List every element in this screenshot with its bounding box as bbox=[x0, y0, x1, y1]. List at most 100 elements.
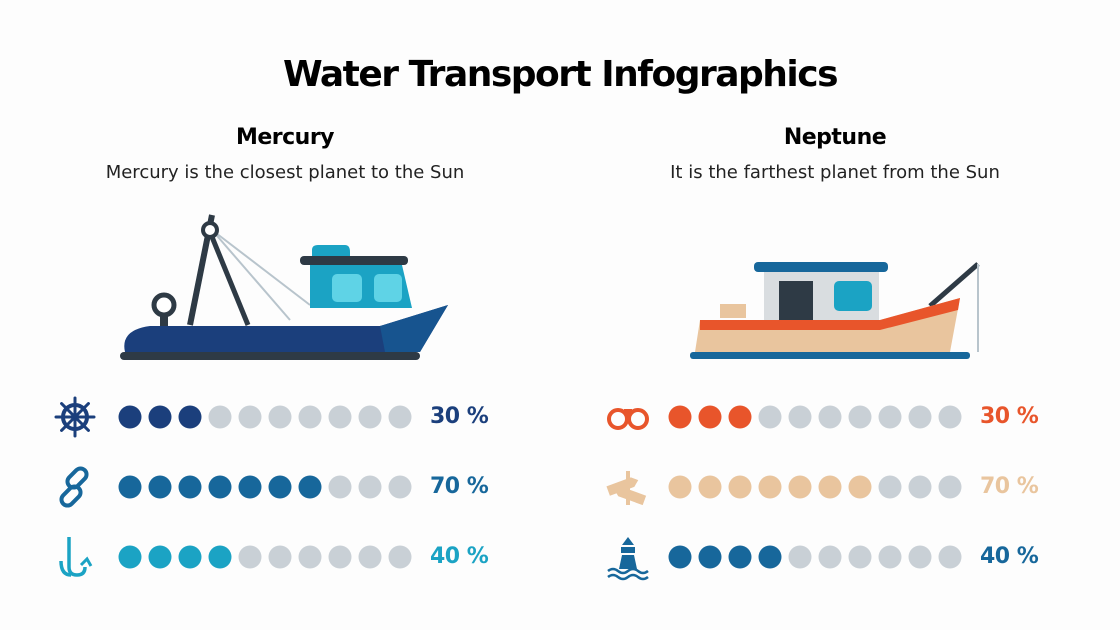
dot bbox=[358, 475, 382, 499]
panel-text: Mercury is the closest planet to the Sun bbox=[106, 162, 465, 183]
dot bbox=[758, 405, 782, 429]
dot bbox=[328, 475, 352, 499]
percent-label: 30 % bbox=[430, 404, 489, 429]
dot bbox=[238, 405, 262, 429]
dot bbox=[178, 405, 202, 429]
dot bbox=[938, 545, 962, 569]
shape bbox=[60, 402, 77, 419]
dot bbox=[268, 405, 292, 429]
dot bbox=[908, 475, 932, 499]
percent-label: 30 % bbox=[980, 404, 1039, 429]
dot bbox=[148, 405, 172, 429]
dot bbox=[878, 545, 902, 569]
dot bbox=[698, 405, 722, 429]
panel-text: It is the farthest planet from the Sun bbox=[670, 162, 1000, 183]
shape bbox=[59, 537, 87, 577]
dot bbox=[938, 405, 962, 429]
row-icon bbox=[607, 537, 649, 581]
dot bbox=[358, 405, 382, 429]
dot bbox=[878, 405, 902, 429]
dot bbox=[238, 475, 262, 499]
dot bbox=[818, 405, 842, 429]
dot bbox=[118, 475, 142, 499]
dot bbox=[328, 545, 352, 569]
dot bbox=[848, 405, 872, 429]
dot bbox=[788, 405, 812, 429]
row-icon bbox=[607, 408, 649, 430]
row-icon bbox=[606, 471, 647, 506]
panel-title: Neptune bbox=[784, 125, 886, 150]
shape bbox=[60, 415, 77, 432]
dot bbox=[298, 405, 322, 429]
percent-label: 40 % bbox=[430, 544, 489, 569]
dot bbox=[848, 545, 872, 569]
dot bbox=[118, 545, 142, 569]
dot bbox=[758, 475, 782, 499]
dot bbox=[238, 545, 262, 569]
dot bbox=[908, 405, 932, 429]
shape bbox=[73, 415, 90, 432]
dot bbox=[208, 545, 232, 569]
dot bbox=[298, 545, 322, 569]
dot bbox=[178, 475, 202, 499]
dot bbox=[148, 545, 172, 569]
shape bbox=[619, 537, 637, 569]
dot bbox=[118, 405, 142, 429]
percent-label: 70 % bbox=[430, 474, 489, 499]
shape bbox=[79, 556, 93, 567]
rating-dots bbox=[668, 475, 962, 499]
rating-dots bbox=[668, 405, 962, 429]
dot bbox=[178, 545, 202, 569]
dot bbox=[328, 405, 352, 429]
dot bbox=[268, 475, 292, 499]
row-icon bbox=[54, 396, 96, 438]
dot bbox=[848, 475, 872, 499]
dot bbox=[728, 405, 752, 429]
dot bbox=[208, 475, 232, 499]
dot bbox=[938, 475, 962, 499]
rating-dots bbox=[118, 405, 412, 429]
dot bbox=[268, 545, 292, 569]
dot bbox=[878, 475, 902, 499]
dot bbox=[358, 545, 382, 569]
dot bbox=[208, 405, 232, 429]
shape bbox=[606, 477, 639, 496]
shape bbox=[614, 486, 647, 506]
rating-dots bbox=[668, 545, 962, 569]
dot bbox=[728, 475, 752, 499]
dot bbox=[788, 545, 812, 569]
shape bbox=[627, 408, 649, 430]
percent-label: 70 % bbox=[980, 474, 1039, 499]
panel-title: Mercury bbox=[236, 125, 334, 150]
dot bbox=[298, 475, 322, 499]
dot bbox=[668, 405, 692, 429]
shape bbox=[607, 567, 649, 581]
tug-boat-illustration bbox=[690, 262, 980, 359]
shape bbox=[73, 402, 90, 419]
dot bbox=[388, 405, 412, 429]
dot bbox=[148, 475, 172, 499]
dot bbox=[758, 545, 782, 569]
row-icon bbox=[59, 466, 89, 508]
title: Water Transport Infographics bbox=[283, 54, 837, 95]
dot bbox=[698, 545, 722, 569]
dot bbox=[388, 545, 412, 569]
rating-dots bbox=[118, 545, 412, 569]
dot bbox=[668, 545, 692, 569]
dot bbox=[788, 475, 812, 499]
dot bbox=[668, 475, 692, 499]
shape bbox=[624, 409, 632, 415]
dot bbox=[908, 545, 932, 569]
rating-dots bbox=[118, 475, 412, 499]
dot bbox=[728, 545, 752, 569]
fishing-boat-illustration bbox=[120, 214, 449, 360]
shape bbox=[65, 466, 89, 490]
row-icon bbox=[59, 537, 93, 577]
dot bbox=[818, 475, 842, 499]
percent-label: 40 % bbox=[980, 544, 1039, 569]
dot bbox=[388, 475, 412, 499]
dot bbox=[818, 545, 842, 569]
dot bbox=[698, 475, 722, 499]
shape bbox=[59, 484, 83, 508]
